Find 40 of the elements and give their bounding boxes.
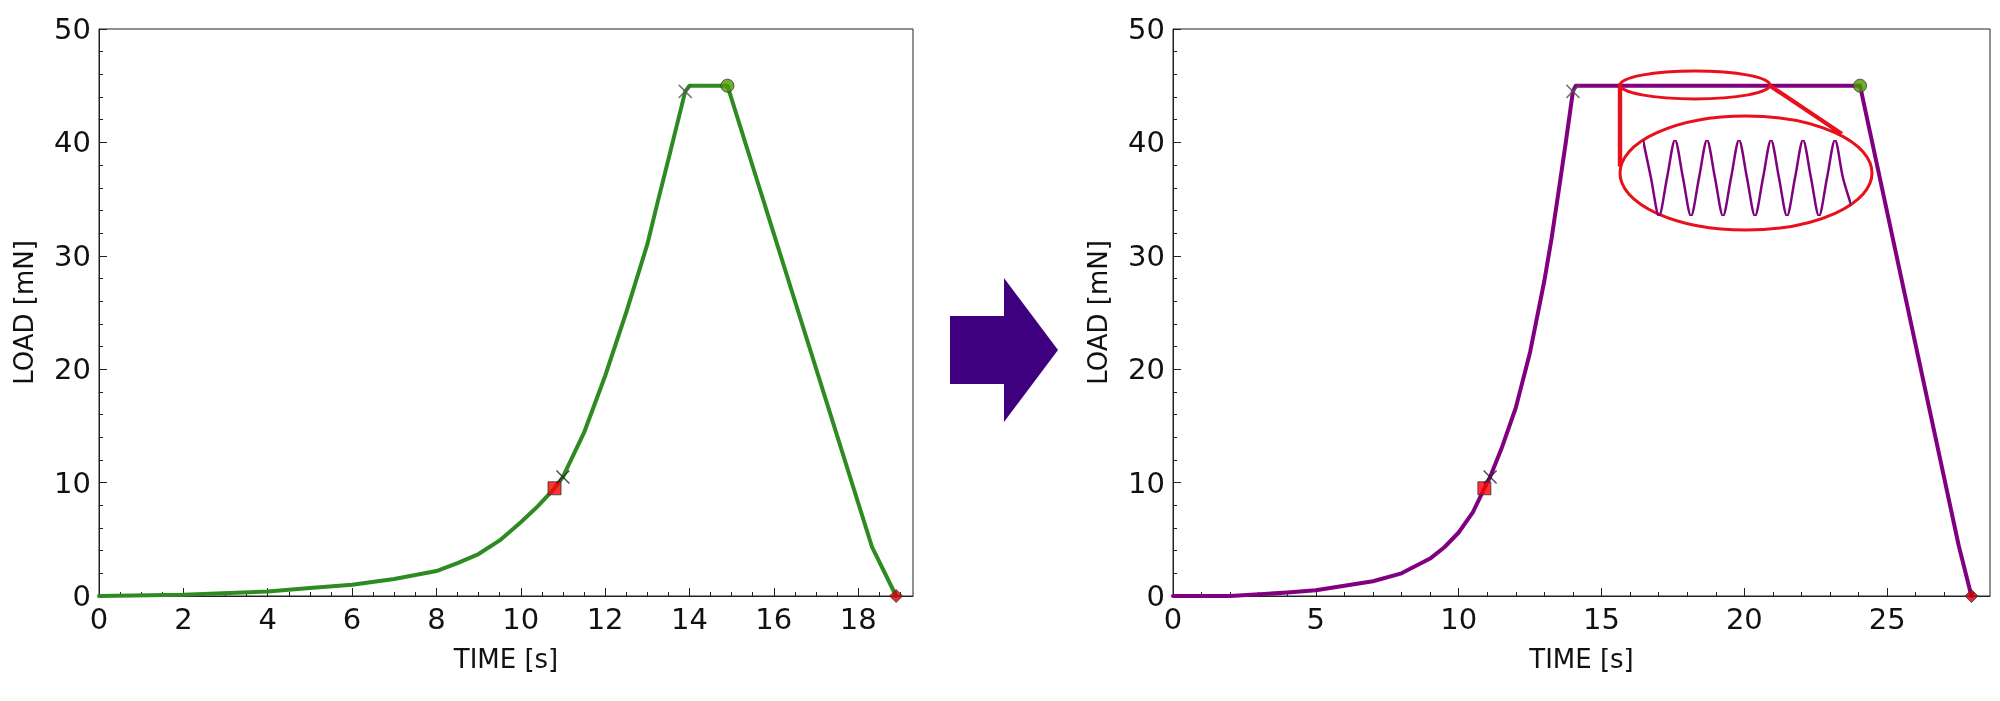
x-tick-label: 20 (1725, 601, 1763, 636)
y-tick-label: 0 (1146, 579, 1165, 613)
point (1853, 78, 1868, 93)
point (547, 481, 562, 496)
point (678, 84, 693, 99)
point (1565, 84, 1581, 99)
point (1482, 469, 1498, 485)
x-tick-label: 8 (427, 601, 446, 636)
y-tick-label: 50 (1128, 12, 1165, 46)
x-tick-label: 16 (755, 601, 793, 636)
y-tick-label: 40 (1128, 125, 1165, 160)
x-tick-label: 18 (839, 601, 877, 636)
x-tick-label: 14 (671, 601, 708, 636)
x-tick-label: 4 (258, 601, 277, 636)
x-tick-label: 10 (1440, 601, 1478, 636)
x-tick-label: 25 (1868, 601, 1906, 636)
y-tick-label: 30 (54, 238, 91, 273)
y-tick-label: 20 (1128, 352, 1165, 387)
point (720, 78, 735, 93)
x-tick-label: 10 (502, 601, 540, 636)
y-axis-title: LOAD [mN] (1083, 240, 1113, 385)
y-tick-label: 0 (72, 579, 91, 613)
y-tick-label: 10 (54, 465, 91, 500)
x-tick-label: 12 (586, 601, 624, 636)
point (1477, 481, 1492, 496)
y-tick-label: 40 (54, 125, 91, 160)
y-tick-label: 50 (54, 12, 91, 46)
x-tick-label: 5 (1306, 601, 1326, 636)
y-tick-label: 30 (1128, 238, 1165, 273)
point (889, 589, 904, 603)
point (555, 469, 571, 485)
y-tick-label: 10 (1128, 465, 1165, 500)
x-tick-label: 2 (174, 601, 193, 636)
y-axis-title: LOAD [mN] (9, 240, 39, 385)
x-tick-label: 6 (342, 601, 362, 636)
y-tick-label: 20 (54, 352, 91, 387)
x-axis-title: TIME [s] (1528, 644, 1634, 674)
point (1964, 589, 1979, 603)
x-tick-label: 15 (1583, 601, 1620, 636)
x-axis-title: TIME [s] (452, 644, 559, 674)
